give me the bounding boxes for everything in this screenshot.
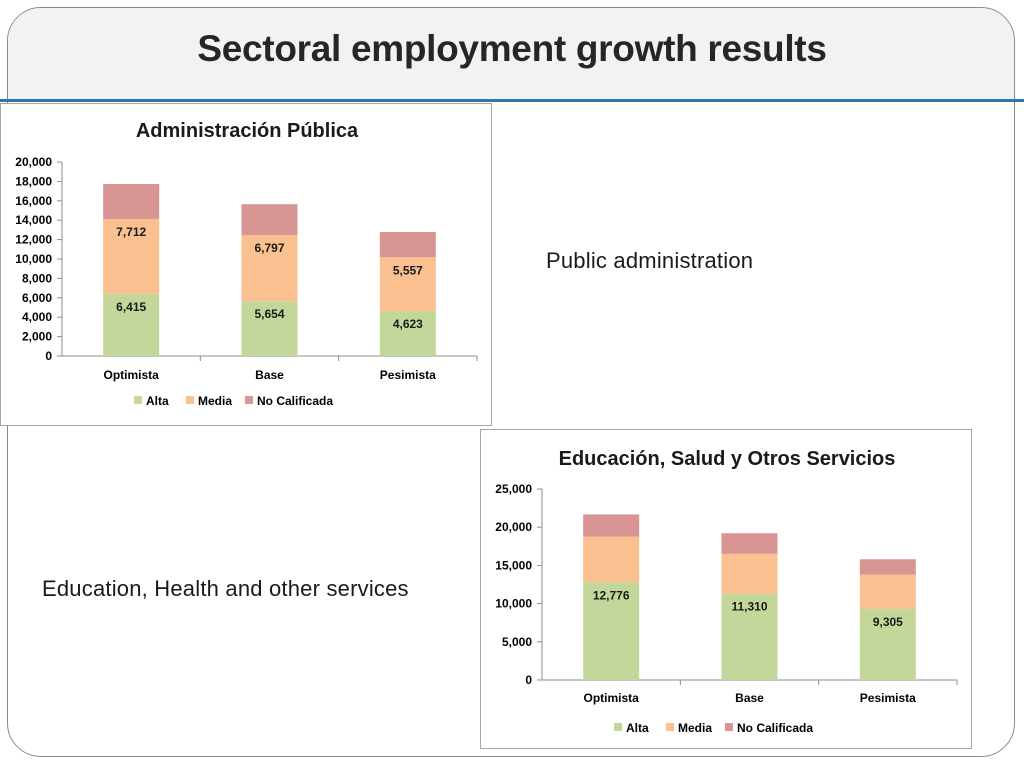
- y-tick-label: 20,000: [15, 155, 52, 169]
- y-tick-label: 0: [525, 673, 532, 687]
- bar-segment-no-calificada: [103, 184, 160, 219]
- data-label: 7,712: [116, 225, 146, 239]
- legend-label: Media: [198, 394, 232, 408]
- chart-svg-education-health: Educación, Salud y Otros Servicios 25,000…: [495, 448, 958, 735]
- title-rule: [0, 99, 1024, 102]
- data-label: 9,305: [873, 615, 903, 629]
- chart-title: Educación, Salud y Otros Servicios: [559, 448, 896, 470]
- bar-segment-alta: [859, 608, 916, 680]
- bar-segment-alta: [103, 293, 160, 356]
- x-category-label: Optimista: [583, 691, 639, 705]
- title-band: [8, 8, 1014, 101]
- x-category-label: Base: [255, 368, 284, 382]
- legend-swatch: [134, 396, 142, 404]
- y-tick-label: 16,000: [15, 194, 52, 208]
- y-tick-label: 10,000: [495, 597, 532, 611]
- y-tick-label: 2,000: [22, 330, 52, 344]
- bar-segment-media: [583, 536, 640, 583]
- bar-segment-alta: [721, 593, 778, 680]
- y-tick-label: 10,000: [15, 252, 52, 266]
- bar-segment-no-calificada: [241, 204, 298, 236]
- bar-segment-alta: [241, 301, 298, 356]
- legend-swatch: [186, 396, 194, 404]
- legend-label: No Calificada: [257, 394, 333, 408]
- y-tick-label: 20,000: [495, 520, 532, 534]
- slide-title: Sectoral employment growth results: [197, 28, 827, 69]
- data-label: 12,776: [593, 588, 630, 602]
- caption-public-administration: Public administration: [546, 248, 754, 273]
- y-tick-label: 4,000: [22, 310, 52, 324]
- y-tick-label: 5,000: [502, 635, 532, 649]
- y-tick-label: 8,000: [22, 271, 52, 285]
- bar-segment-alta: [379, 311, 436, 356]
- bar-segment-media: [241, 235, 298, 302]
- x-category-label: Pesimista: [380, 368, 436, 382]
- data-label: 5,557: [393, 263, 423, 277]
- bar-segment-media: [103, 218, 160, 294]
- bar-segment-no-calificada: [859, 559, 916, 575]
- data-label: 6,797: [254, 241, 284, 255]
- data-label: 4,623: [393, 317, 423, 331]
- y-tick-label: 25,000: [495, 482, 532, 496]
- legend-swatch: [725, 723, 733, 731]
- legend-swatch: [614, 723, 622, 731]
- data-label: 6,415: [116, 300, 146, 314]
- legend-label: Alta: [626, 721, 649, 735]
- chart-svg-public-administration: Administración Pública 20,000 18,000 16,000…: [15, 120, 478, 408]
- bar-segment-no-calificada: [379, 232, 436, 258]
- chart-education-health: Educación, Salud y Otros Servicios 25,000…: [480, 429, 972, 749]
- legend-label: Alta: [146, 394, 169, 408]
- chart-title: Administración Pública: [136, 120, 359, 142]
- y-tick-label: 14,000: [15, 213, 52, 227]
- y-tick-label: 0: [45, 349, 52, 363]
- legend-label: No Calificada: [737, 721, 813, 735]
- legend-swatch: [666, 723, 674, 731]
- x-category-label: Pesimista: [860, 691, 916, 705]
- y-tick-label: 12,000: [15, 233, 52, 247]
- bar-segment-media: [859, 574, 916, 609]
- data-label: 11,310: [731, 600, 767, 614]
- legend-label: Media: [678, 721, 712, 735]
- y-tick-label: 6,000: [22, 291, 52, 305]
- bar-segment-media: [721, 553, 778, 594]
- data-label: 5,654: [254, 307, 284, 321]
- chart-public-administration: Administración Pública 20,000 18,000 16,000…: [0, 103, 492, 426]
- x-category-label: Optimista: [103, 368, 159, 382]
- y-tick-label: 15,000: [495, 558, 532, 572]
- bar-segment-no-calificada: [721, 533, 778, 554]
- bar-segment-alta: [583, 582, 640, 680]
- y-tick-label: 18,000: [15, 174, 52, 188]
- x-category-label: Base: [735, 691, 764, 705]
- bar-segment-media: [379, 257, 436, 312]
- bar-segment-no-calificada: [583, 514, 640, 537]
- caption-education-health: Education, Health and other services: [42, 576, 409, 601]
- legend-swatch: [245, 396, 253, 404]
